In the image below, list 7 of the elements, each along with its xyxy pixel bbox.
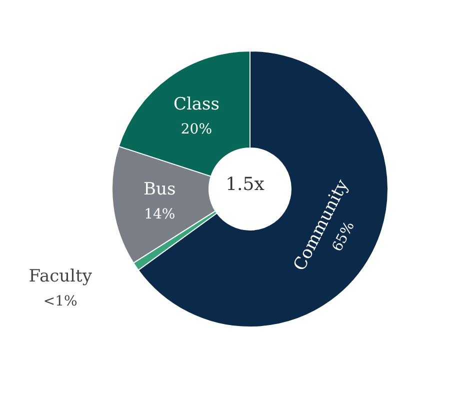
- data-label: <1%: [43, 293, 78, 310]
- data-label: 14%: [144, 206, 176, 222]
- slice-label: Bus: [144, 179, 176, 200]
- text: 1.5x: [226, 174, 264, 195]
- slice-label: Class: [173, 94, 220, 114]
- slice-label: Faculty: [28, 266, 92, 286]
- data-label: 20%: [180, 121, 212, 138]
